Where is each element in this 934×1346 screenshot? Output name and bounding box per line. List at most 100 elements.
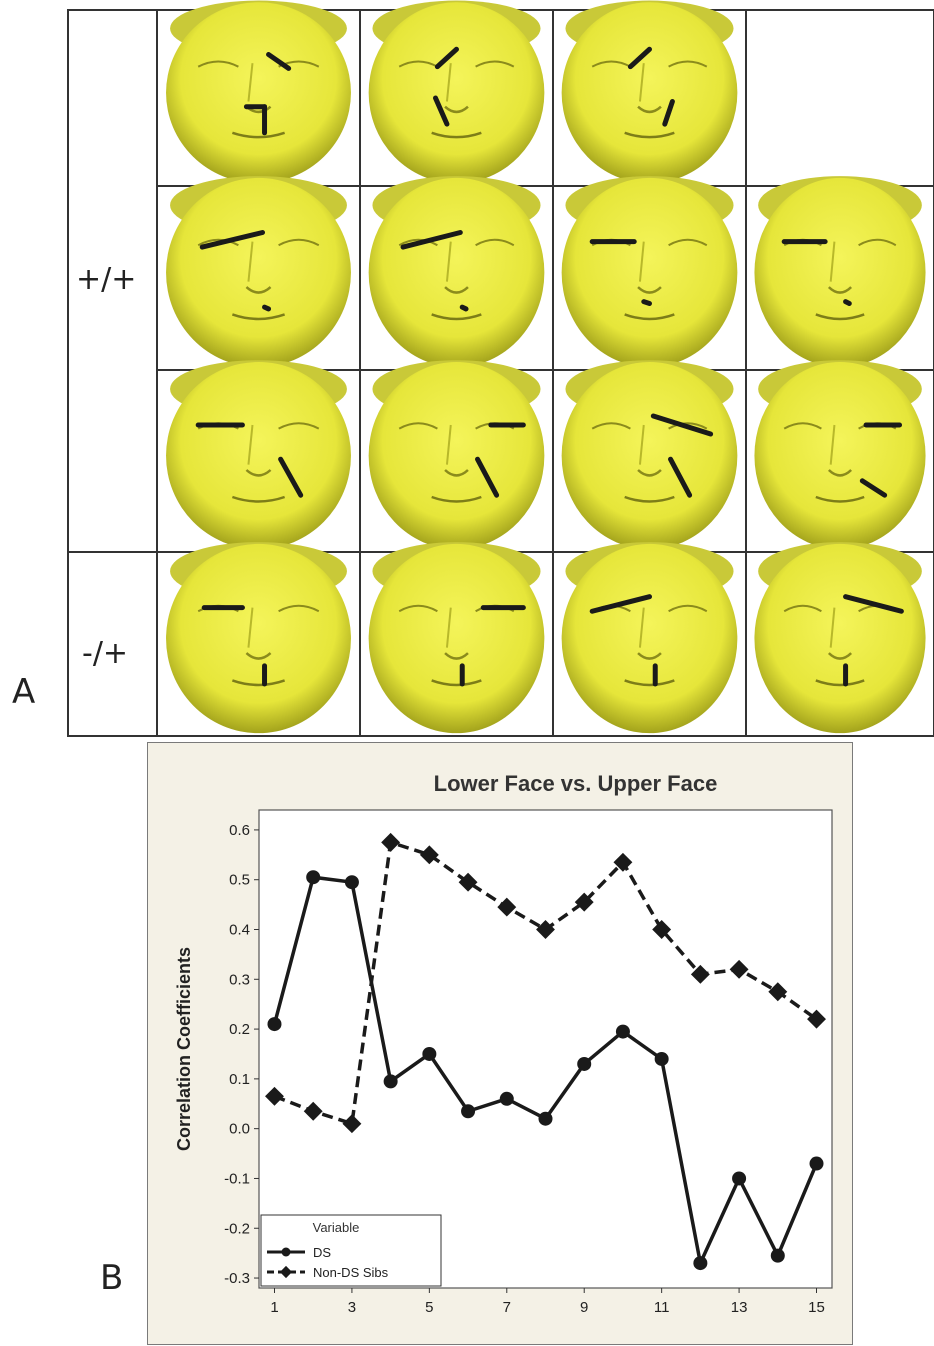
series-ds — [267, 870, 824, 1271]
face-shape — [166, 543, 351, 734]
face-shape — [368, 543, 545, 734]
face-shape — [561, 543, 738, 734]
legend-entry: Non-DS Sibs — [313, 1265, 389, 1280]
face-cell — [158, 542, 359, 735]
eye-left — [591, 60, 631, 68]
landmark-segment — [843, 594, 904, 614]
eye-right — [668, 238, 708, 247]
landmark-segment — [459, 304, 469, 312]
mouth — [815, 313, 865, 321]
mouth — [231, 495, 286, 503]
data-point — [652, 920, 672, 939]
data-point — [615, 1024, 630, 1039]
x-tick-label: 15 — [808, 1299, 825, 1316]
eye-right — [278, 238, 320, 247]
face-cell — [554, 0, 745, 185]
y-tick-label: 0.3 — [229, 971, 250, 988]
landmark-segment — [400, 230, 463, 250]
nose — [245, 286, 272, 294]
eye-right — [278, 422, 320, 430]
y-tick-label: -0.1 — [224, 1170, 250, 1187]
landmark-segment — [843, 299, 852, 306]
landmark-segment — [668, 456, 693, 498]
chart-panel: Lower Face vs. Upper Face Correlation Coe… — [147, 742, 853, 1345]
x-tick-label: 7 — [503, 1299, 511, 1316]
nose — [245, 652, 272, 660]
y-tick-label: 0.2 — [229, 1021, 250, 1038]
panel-letter-a: A — [12, 672, 36, 712]
y-tick-label: 0.5 — [229, 872, 250, 889]
landmark-segment — [859, 478, 888, 498]
nose — [444, 652, 469, 660]
eye-right — [668, 60, 708, 68]
eye-right — [668, 422, 708, 430]
face-grid — [67, 0, 934, 737]
landmark-segment — [589, 594, 652, 614]
y-tick-label: 0.0 — [229, 1121, 250, 1138]
eye-left — [398, 422, 438, 430]
face-shape — [561, 2, 738, 184]
eye-right — [668, 604, 708, 613]
legend-title: Variable — [313, 1220, 360, 1235]
landmark-segment — [278, 456, 304, 498]
chart-title: Lower Face vs. Upper Face — [434, 771, 718, 796]
face-cell — [361, 542, 552, 735]
mouth — [624, 131, 675, 139]
data-point — [654, 1051, 669, 1066]
data-point — [809, 1156, 824, 1171]
eye-right — [858, 238, 897, 247]
data-point — [770, 1248, 785, 1263]
data-point — [690, 964, 710, 984]
face-shape — [368, 2, 545, 184]
data-point — [281, 1247, 291, 1257]
data-point — [279, 1265, 293, 1279]
face-shape — [754, 543, 926, 734]
line-chart: Lower Face vs. Upper Face Correlation Coe… — [174, 771, 833, 1316]
nose — [637, 652, 662, 660]
data-point — [306, 870, 321, 885]
data-point — [499, 1091, 514, 1106]
mouth — [624, 679, 675, 687]
face-shape — [166, 2, 351, 184]
eye-left — [591, 422, 631, 430]
data-point — [536, 920, 555, 939]
data-point — [497, 897, 517, 917]
eye-left — [783, 604, 822, 613]
eye-left — [398, 60, 438, 68]
landmark-segment — [434, 46, 459, 70]
eye-right — [475, 60, 515, 68]
x-tick-label: 5 — [425, 1299, 433, 1316]
y-tick-label: 0.1 — [229, 1071, 250, 1088]
legend: Variable DS Non-DS Sibs — [260, 1214, 442, 1287]
face-shape — [368, 177, 545, 368]
data-point — [577, 1056, 592, 1071]
data-point — [693, 1256, 708, 1271]
face-cell — [747, 360, 933, 551]
mouth — [231, 313, 286, 321]
mouth — [431, 313, 482, 321]
data-point — [344, 875, 359, 890]
nose — [245, 469, 272, 477]
mouth — [431, 495, 482, 503]
mouth — [231, 679, 286, 687]
y-tick-label: 0.6 — [229, 822, 250, 839]
landmark-segment — [641, 299, 652, 306]
data-point — [538, 1111, 553, 1126]
mouth — [431, 131, 482, 139]
nose — [444, 469, 469, 477]
face-shape — [561, 177, 738, 368]
eye-right — [278, 604, 320, 613]
face-shape — [166, 362, 351, 550]
eye-left — [783, 422, 822, 430]
face-cell — [554, 542, 745, 735]
landmark-segment — [475, 456, 500, 498]
row-label-minus-plus: -/+ — [82, 636, 129, 671]
face-cell — [158, 0, 359, 185]
panel-a: +/+ -/+ A — [12, 0, 934, 737]
mouth — [231, 131, 286, 139]
panel-letter-b: B — [100, 1258, 124, 1298]
data-point — [419, 845, 439, 865]
y-tick-label: -0.2 — [224, 1220, 250, 1237]
y-tick-label: -0.3 — [224, 1270, 250, 1287]
face-shape — [368, 362, 545, 550]
